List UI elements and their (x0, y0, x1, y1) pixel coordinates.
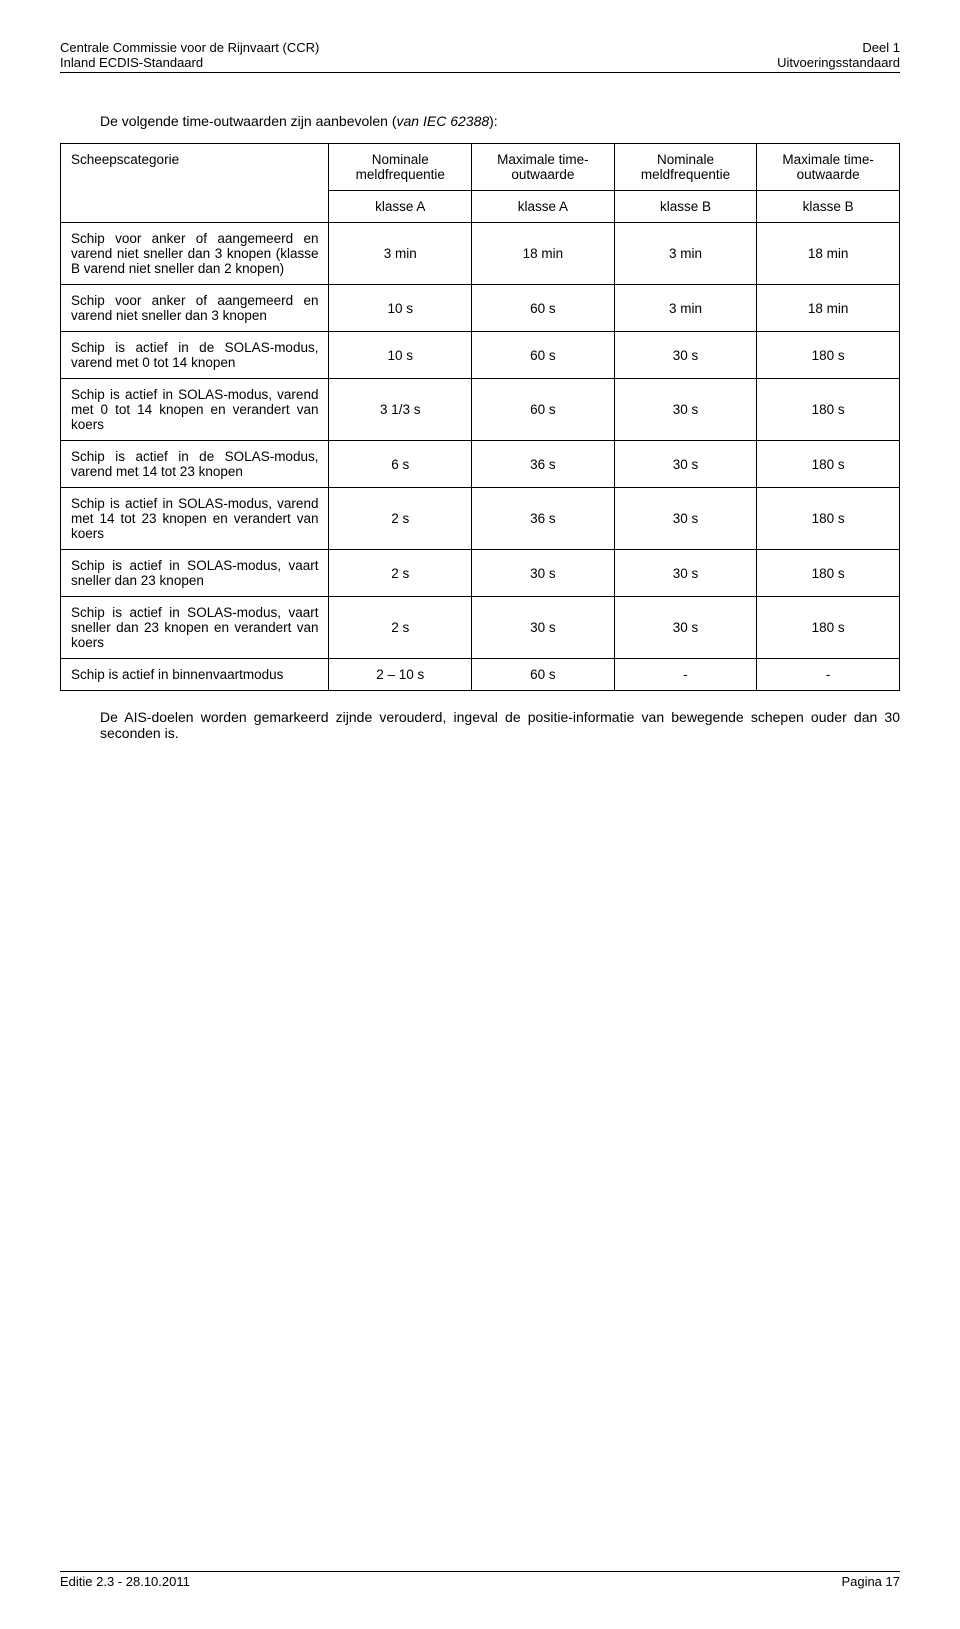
header-right: Deel 1 Uitvoeringsstandaard (777, 40, 900, 70)
cell-desc: Schip is actief in SOLAS-modus, varend m… (61, 488, 329, 550)
cell-value: 30 s (472, 550, 615, 597)
cell-value: 36 s (472, 441, 615, 488)
cell-desc: Schip is actief in SOLAS-modus, vaart sn… (61, 597, 329, 659)
cell-value: 2 – 10 s (329, 659, 472, 691)
cell-value: 36 s (472, 488, 615, 550)
table-body: Schip voor anker of aangemeerd en varend… (61, 223, 900, 691)
cell-value: 30 s (614, 332, 757, 379)
header-right-line2: Uitvoeringsstandaard (777, 55, 900, 70)
header-left-line2: Inland ECDIS-Standaard (60, 55, 319, 70)
table-head-row1: Scheepscategorie Nominale meldfrequentie… (61, 144, 900, 191)
table-row: Schip voor anker of aangemeerd en varend… (61, 223, 900, 285)
intro-suffix: ): (489, 113, 498, 129)
cell-value: 180 s (757, 379, 900, 441)
cell-value: 30 s (614, 379, 757, 441)
cell-value: 3 min (614, 223, 757, 285)
cell-value: 60 s (472, 285, 615, 332)
th-max-b: Maximale time-outwaarde (757, 144, 900, 191)
header-left-line1: Centrale Commissie voor de Rijnvaart (CC… (60, 40, 319, 55)
cell-value: 18 min (757, 223, 900, 285)
cell-desc: Schip is actief in de SOLAS-modus, varen… (61, 441, 329, 488)
cell-value: 10 s (329, 285, 472, 332)
cell-value: 60 s (472, 379, 615, 441)
page-footer: Editie 2.3 - 28.10.2011 Pagina 17 (60, 1571, 900, 1589)
intro-prefix: De volgende time-outwaarden zijn aanbevo… (100, 113, 397, 129)
header-right-line1: Deel 1 (777, 40, 900, 55)
cell-value: 2 s (329, 597, 472, 659)
cell-value: 30 s (614, 550, 757, 597)
cell-value: 60 s (472, 332, 615, 379)
cell-value: 3 1/3 s (329, 379, 472, 441)
cell-desc: Schip voor anker of aangemeerd en varend… (61, 285, 329, 332)
cell-value: 18 min (757, 285, 900, 332)
cell-value: 180 s (757, 597, 900, 659)
table-row: Schip is actief in de SOLAS-modus, varen… (61, 332, 900, 379)
cell-desc: Schip is actief in SOLAS-modus, vaart sn… (61, 550, 329, 597)
cell-value: 3 min (614, 285, 757, 332)
cell-desc: Schip is actief in de SOLAS-modus, varen… (61, 332, 329, 379)
cell-value: 3 min (329, 223, 472, 285)
closing-paragraph: De AIS-doelen worden gemarkeerd zijnde v… (100, 709, 900, 741)
table-row: Schip is actief in SOLAS-modus, vaart sn… (61, 550, 900, 597)
cell-value: 180 s (757, 550, 900, 597)
th-class-a1: klasse A (329, 191, 472, 223)
header-left: Centrale Commissie voor de Rijnvaart (CC… (60, 40, 319, 70)
cell-value: 180 s (757, 488, 900, 550)
footer-right: Pagina 17 (841, 1574, 900, 1589)
cell-desc: Schip is actief in binnenvaartmodus (61, 659, 329, 691)
cell-value: 60 s (472, 659, 615, 691)
th-max-a: Maximale time-outwaarde (472, 144, 615, 191)
table-row: Schip is actief in binnenvaartmodus2 – 1… (61, 659, 900, 691)
th-nom-a: Nominale meldfrequentie (329, 144, 472, 191)
cell-desc: Schip is actief in SOLAS-modus, varend m… (61, 379, 329, 441)
th-class-b2: klasse B (757, 191, 900, 223)
table-row: Schip is actief in SOLAS-modus, vaart sn… (61, 597, 900, 659)
th-class-a2: klasse A (472, 191, 615, 223)
th-nom-b: Nominale meldfrequentie (614, 144, 757, 191)
cell-value: 18 min (472, 223, 615, 285)
page: Centrale Commissie voor de Rijnvaart (CC… (0, 0, 960, 1629)
cell-value: - (757, 659, 900, 691)
cell-value: 30 s (614, 441, 757, 488)
table-row: Schip is actief in de SOLAS-modus, varen… (61, 441, 900, 488)
cell-value: 6 s (329, 441, 472, 488)
page-header: Centrale Commissie voor de Rijnvaart (CC… (60, 40, 900, 73)
timeouts-table: Scheepscategorie Nominale meldfrequentie… (60, 143, 900, 691)
cell-value: 180 s (757, 441, 900, 488)
cell-value: - (614, 659, 757, 691)
table-row: Schip is actief in SOLAS-modus, varend m… (61, 379, 900, 441)
table-row: Schip voor anker of aangemeerd en varend… (61, 285, 900, 332)
cell-value: 30 s (614, 488, 757, 550)
cell-value: 180 s (757, 332, 900, 379)
table-head: Scheepscategorie Nominale meldfrequentie… (61, 144, 900, 223)
cell-value: 10 s (329, 332, 472, 379)
table-row: Schip is actief in SOLAS-modus, varend m… (61, 488, 900, 550)
intro-italic: van IEC 62388 (397, 113, 490, 129)
th-category: Scheepscategorie (61, 144, 329, 223)
footer-left: Editie 2.3 - 28.10.2011 (60, 1574, 190, 1589)
cell-value: 30 s (472, 597, 615, 659)
cell-value: 2 s (329, 488, 472, 550)
intro-paragraph: De volgende time-outwaarden zijn aanbevo… (100, 113, 900, 129)
cell-desc: Schip voor anker of aangemeerd en varend… (61, 223, 329, 285)
cell-value: 30 s (614, 597, 757, 659)
th-class-b1: klasse B (614, 191, 757, 223)
cell-value: 2 s (329, 550, 472, 597)
